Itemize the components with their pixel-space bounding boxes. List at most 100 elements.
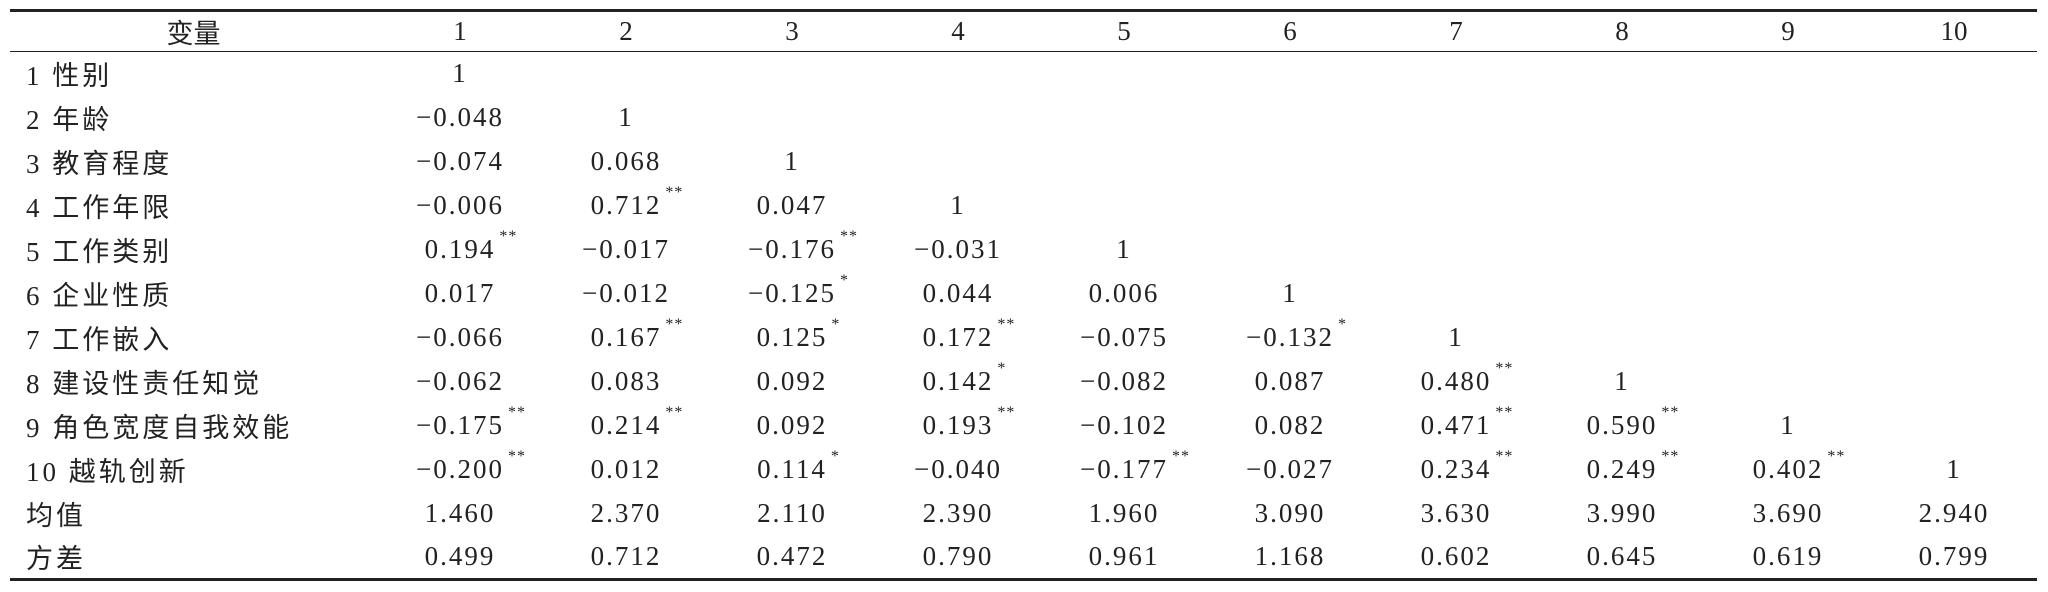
header-cell: 8 xyxy=(1615,16,1629,46)
table-row: 方差 0.499 0.712 0.472 0.790 0.961 1.168 0.602 0.6… xyxy=(10,536,2037,580)
table-cell: 2.370 xyxy=(543,492,709,536)
table-cell: 0.249 ** xyxy=(1539,448,1705,492)
cell-value: −0.066 xyxy=(416,322,504,352)
cell-value: 0.017 xyxy=(424,278,496,308)
table-cell xyxy=(1373,140,1539,184)
significance-mark: ** xyxy=(665,184,684,201)
cell-value: 0.249 ** xyxy=(1586,448,1680,484)
cell-value: 1 xyxy=(618,102,634,132)
cell-value: 0.092 xyxy=(756,366,828,396)
table-cell: 0.234 ** xyxy=(1373,448,1539,492)
row-label: 5 工作类别 xyxy=(26,237,173,267)
table-cell: 1 xyxy=(1041,228,1207,272)
cell-value: 0.471 ** xyxy=(1420,404,1514,440)
header-row: 变量 1 2 3 4 5 6 7 8 9 10 xyxy=(10,10,2037,52)
table-cell: 0.499 xyxy=(377,536,543,580)
table-cell: 3.690 xyxy=(1705,492,1871,536)
table-cell xyxy=(1539,228,1705,272)
row-label: 4 工作年限 xyxy=(26,193,173,223)
table-cell xyxy=(1207,228,1373,272)
cell-value: 0.082 xyxy=(1254,410,1326,440)
table-cell xyxy=(875,140,1041,184)
table-cell xyxy=(1705,184,1871,228)
table-cell: −0.177 ** xyxy=(1041,448,1207,492)
table-cell: 3.990 xyxy=(1539,492,1705,536)
table-cell: 0.194 ** xyxy=(377,228,543,272)
table-cell xyxy=(1041,184,1207,228)
table-cell xyxy=(1207,52,1373,96)
table-cell: 3.630 xyxy=(1373,492,1539,536)
table-cell: 1 xyxy=(875,184,1041,228)
table-cell: −0.048 xyxy=(377,96,543,140)
cell-value: 0.047 xyxy=(756,190,828,220)
table-cell: 1 xyxy=(1373,316,1539,360)
table-cell: 0.471 ** xyxy=(1373,404,1539,448)
significance-mark: ** xyxy=(1495,360,1514,377)
cell-value: 0.961 xyxy=(1088,541,1160,572)
table-cell xyxy=(1041,52,1207,96)
table-cell: 2.390 xyxy=(875,492,1041,536)
table-cell: 0.172 ** xyxy=(875,316,1041,360)
table-cell: 0.017 xyxy=(377,272,543,316)
significance-mark: ** xyxy=(507,404,526,421)
table-cell: 1 xyxy=(377,52,543,96)
cell-value: −0.125 * xyxy=(748,272,849,308)
table-cell xyxy=(1539,272,1705,316)
cell-value: 1 xyxy=(784,146,800,176)
cell-value: 1 xyxy=(452,58,468,89)
table-cell xyxy=(709,52,875,96)
cell-value: 0.193 ** xyxy=(922,404,1016,440)
row-label: 3 教育程度 xyxy=(26,149,173,179)
table-cell xyxy=(1871,404,2037,448)
table-cell: 2.940 xyxy=(1871,492,2037,536)
cell-value: 3.690 xyxy=(1752,498,1824,528)
table-cell: −0.074 xyxy=(377,140,543,184)
cell-value: 3.630 xyxy=(1420,498,1492,528)
significance-mark: ** xyxy=(665,404,684,421)
cell-value: −0.012 xyxy=(582,278,670,308)
significance-mark: ** xyxy=(839,228,858,245)
table-cell: 0.645 xyxy=(1539,536,1705,580)
table-cell xyxy=(1539,140,1705,184)
table-cell: −0.175 ** xyxy=(377,404,543,448)
significance-mark: ** xyxy=(997,316,1016,333)
cell-value: −0.132 * xyxy=(1246,316,1347,352)
table-cell xyxy=(1041,96,1207,140)
row-label: 1 性别 xyxy=(26,61,113,92)
significance-mark: * xyxy=(839,272,849,289)
cell-value: −0.027 xyxy=(1246,454,1334,484)
significance-mark: ** xyxy=(1171,448,1190,465)
table-cell xyxy=(1539,96,1705,140)
cell-value: −0.031 xyxy=(914,234,1002,264)
table-cell: 1 xyxy=(709,140,875,184)
cell-value: 0.044 xyxy=(922,278,994,308)
table-row: 6 企业性质 0.017 −0.012 −0.125 * 0.044 0.006 1 xyxy=(10,272,2037,316)
table-cell: 0.006 xyxy=(1041,272,1207,316)
table-cell: −0.125 * xyxy=(709,272,875,316)
table-cell xyxy=(1373,272,1539,316)
table-cell: −0.066 xyxy=(377,316,543,360)
table-cell: −0.031 xyxy=(875,228,1041,272)
table-cell: 0.193 ** xyxy=(875,404,1041,448)
cell-value: −0.102 xyxy=(1080,410,1168,440)
table-cell: −0.017 xyxy=(543,228,709,272)
table-cell: 0.472 xyxy=(709,536,875,580)
cell-value: −0.017 xyxy=(582,234,670,264)
cell-value: 3.090 xyxy=(1254,498,1326,528)
table-cell: 0.602 xyxy=(1373,536,1539,580)
significance-mark: ** xyxy=(1827,448,1846,465)
table-cell: 1 xyxy=(1705,404,1871,448)
table-cell xyxy=(1207,96,1373,140)
cell-value: 0.092 xyxy=(756,410,828,440)
table-cell xyxy=(1871,272,2037,316)
header-cell: 3 xyxy=(785,16,799,46)
table-row: 7 工作嵌入 −0.066 0.167 ** 0.125 * 0.172 ** −0.075 −0… xyxy=(10,316,2037,360)
table-cell: 1.168 xyxy=(1207,536,1373,580)
header-cell: 9 xyxy=(1781,16,1795,46)
header-cell: 6 xyxy=(1283,16,1297,46)
cell-value: 1.168 xyxy=(1254,541,1326,572)
cell-value: 0.619 xyxy=(1752,541,1824,572)
cell-value: 0.214 ** xyxy=(590,404,684,440)
table-cell: 1 xyxy=(1871,448,2037,492)
table-cell: 0.214 ** xyxy=(543,404,709,448)
